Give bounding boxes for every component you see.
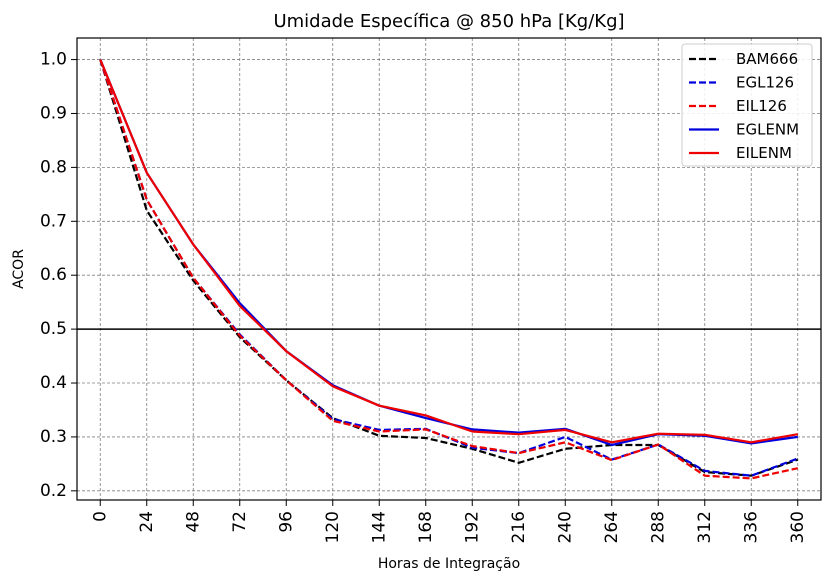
y-tick-label: 0.6 [40,265,67,285]
x-tick-label: 144 [369,511,389,543]
y-tick-label: 0.2 [40,481,67,501]
x-tick-label: 24 [137,511,157,533]
legend-label-eglenm: EGLENM [736,121,799,139]
x-tick-label: 312 [695,511,715,543]
x-tick-label: 96 [276,511,296,533]
x-axis-title: Horas de Integração [378,556,520,572]
chart-title: Umidade Específica @ 850 hPa [Kg/Kg] [273,11,624,32]
x-axis: 0 24 48 72 96 120 144 168 192 216 240 264 288 312 336 3… [90,500,808,543]
legend-label-eil126: EIL126 [736,97,787,115]
legend-box [681,43,813,167]
x-tick-label: 48 [183,511,203,533]
y-tick-label: 0.3 [40,427,67,447]
x-tick-label: 120 [323,511,343,543]
x-tick-label: 0 [90,511,110,522]
series-line-eilenm [99,59,798,444]
series-layer [99,59,799,480]
x-tick-label: 360 [788,511,808,543]
x-tick-label: 168 [416,511,436,543]
x-tick-label: 240 [555,511,575,543]
legend-label-bam666: BAM666 [736,50,798,68]
x-tick-label: 336 [741,511,761,543]
y-tick-label: 0.4 [40,373,67,393]
y-axis-title: ACOR [11,249,27,289]
x-tick-label: 288 [648,511,668,543]
y-tick-label: 0.9 [40,103,67,123]
x-tick-label: 72 [230,511,250,533]
legend-label-eilenm: EILENM [736,144,792,162]
x-tick-label: 192 [462,511,482,543]
legend-label-egl126: EGL126 [736,74,794,92]
y-tick-label: 0.8 [40,157,67,177]
legend: BAM666 EGL126 EIL126 EGLENM EILENM [681,43,813,167]
x-tick-label: 216 [509,511,529,543]
plot-frame [76,37,822,501]
series-line-eil126 [99,59,799,480]
y-tick-label: 0.7 [40,211,67,231]
y-tick-label: 1.0 [40,50,67,70]
x-tick-label: 264 [602,511,622,543]
y-tick-label: 0.5 [40,319,67,339]
y-axis: 0.2 0.3 0.4 0.5 0.6 0.7 0.8 0.9 1.0 [40,50,77,501]
